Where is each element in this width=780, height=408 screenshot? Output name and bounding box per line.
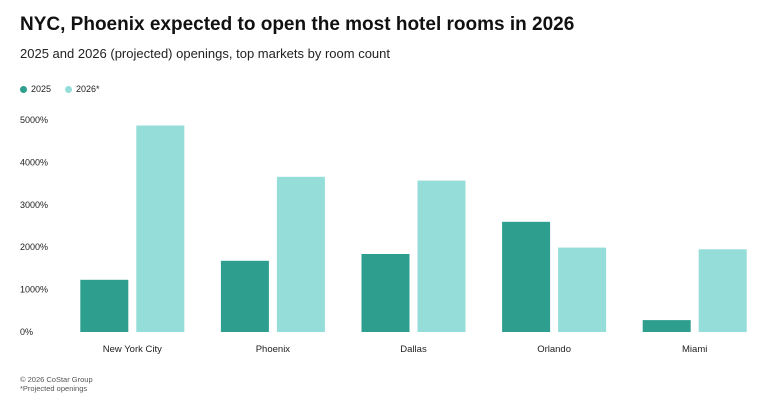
bar-new-york-city-2025	[80, 279, 129, 332]
legend: 2025 2026*	[20, 84, 114, 94]
bar-orlando-2026	[558, 247, 607, 332]
legend-label-2025: 2025	[31, 84, 52, 94]
x-tick-label: Phoenix	[256, 344, 291, 355]
bar-new-york-city-2026	[136, 125, 185, 332]
x-tick-label: New York City	[103, 344, 162, 355]
x-tick-label: Miami	[682, 344, 707, 355]
y-tick-label: 5000%	[20, 115, 48, 125]
legend-swatch-2026	[65, 85, 73, 93]
bar-phoenix-2025	[220, 260, 269, 332]
chart-subtitle: 2025 and 2026 (projected) openings, top …	[20, 46, 391, 61]
legend-swatch-2025	[20, 85, 27, 93]
footnote-text: *Projected openings	[20, 384, 88, 393]
x-tick-label: Dallas	[400, 344, 427, 355]
copyright-text: © 2026 CoStar Group	[20, 375, 93, 384]
bar-orlando-2025	[502, 221, 551, 332]
y-tick-label: 2000%	[20, 242, 48, 252]
chart-footer: © 2026 CoStar Group *Projected openings	[20, 375, 93, 393]
legend-label-2026: 2026*	[76, 84, 100, 94]
y-tick-label: 3000%	[20, 200, 48, 210]
x-tick-label: Orlando	[537, 344, 571, 355]
legend-item-2026: 2026*	[65, 84, 100, 94]
y-tick-label: 0%	[20, 327, 33, 337]
legend-item-2025: 2025	[20, 84, 51, 94]
y-tick-label: 1000%	[20, 285, 48, 295]
y-tick-label: 4000%	[20, 157, 48, 167]
bar-miami-2025	[642, 320, 691, 332]
bar-dallas-2025	[361, 254, 410, 332]
bar-phoenix-2026	[276, 176, 325, 332]
bar-dallas-2026	[417, 180, 466, 332]
bar-miami-2026	[698, 249, 747, 332]
chart-title: NYC, Phoenix expected to open the most h…	[20, 14, 575, 35]
